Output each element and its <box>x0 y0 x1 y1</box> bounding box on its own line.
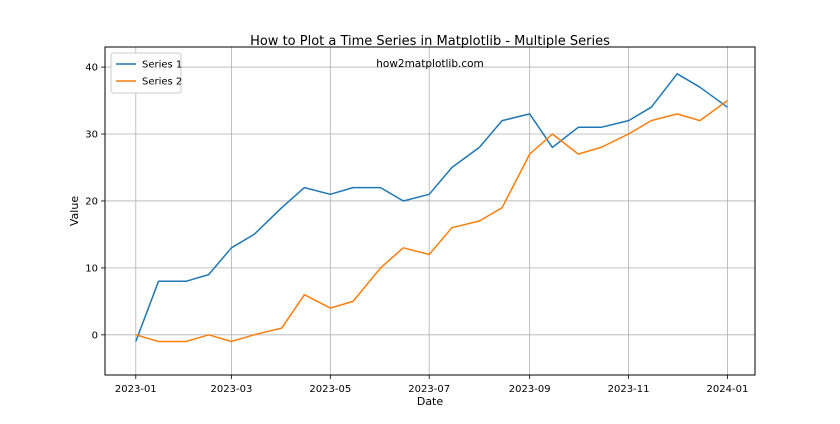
x-axis-label: Date <box>417 395 444 408</box>
watermark-annotation: how2matplotlib.com <box>376 58 484 70</box>
legend: Series 1 Series 2 <box>110 52 182 94</box>
legend-box <box>110 52 182 94</box>
x-tick-label: 2023-07 <box>408 384 450 395</box>
y-tick-label: 10 <box>85 263 98 274</box>
grid-lines <box>105 47 755 375</box>
y-axis-ticks: 0 10 20 30 40 <box>85 63 105 341</box>
y-tick-label: 40 <box>85 63 98 74</box>
x-tick-label: 2024-01 <box>707 384 749 395</box>
x-tick-label: 2023-09 <box>509 384 551 395</box>
chart-title: How to Plot a Time Series in Matplotlib … <box>250 34 610 49</box>
series-2-line <box>135 99 728 343</box>
series-lines <box>135 73 728 343</box>
x-tick-label: 2023-05 <box>309 384 351 395</box>
x-tick-label: 2023-11 <box>608 384 650 395</box>
legend-label-series-1: Series 1 <box>142 60 182 71</box>
x-tick-label: 2023-01 <box>115 384 157 395</box>
x-axis-ticks: 2023-01 2023-03 2023-05 2023-07 2023-09 2023-… <box>115 375 748 395</box>
series-1-line <box>135 73 728 342</box>
y-tick-label: 30 <box>85 130 98 141</box>
y-tick-label: 20 <box>85 196 98 207</box>
x-tick-label: 2023-03 <box>211 384 253 395</box>
y-tick-label: 0 <box>92 330 98 341</box>
y-axis-label: Value <box>68 196 81 226</box>
legend-label-series-2: Series 2 <box>142 77 182 88</box>
plot-area-frame <box>104 46 756 376</box>
